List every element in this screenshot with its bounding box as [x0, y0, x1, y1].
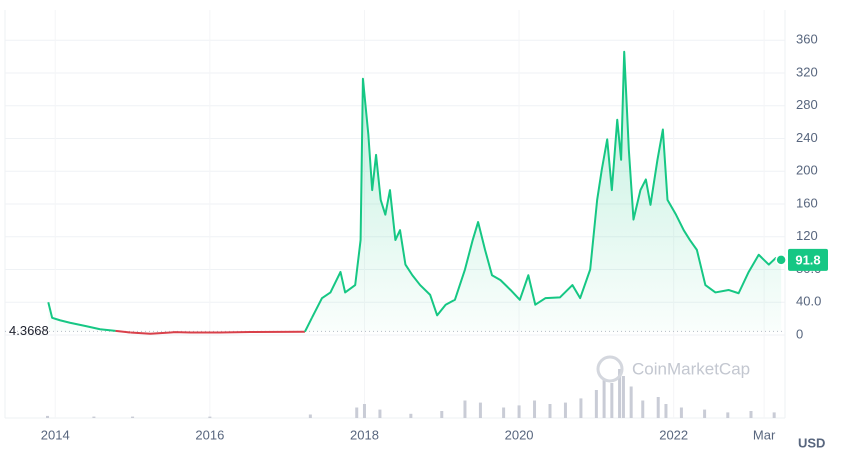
- watermark-text: CoinMarketCap: [632, 359, 750, 378]
- volume-bar: [629, 386, 633, 418]
- volume-bar: [131, 416, 135, 418]
- watermark: CoinMarketCap: [596, 355, 750, 383]
- volume-bar: [641, 400, 645, 418]
- volume-bar: [579, 398, 583, 418]
- x-tick-label: 2014: [41, 427, 70, 442]
- x-tick-label: 2020: [505, 427, 534, 442]
- price-line: [130, 330, 305, 335]
- volume-bar: [378, 409, 382, 418]
- line-connector: [304, 317, 313, 333]
- x-tick-label: 2018: [350, 427, 379, 442]
- volume-bar: [664, 404, 668, 418]
- volume-bar: [308, 414, 312, 418]
- volume-bar: [208, 416, 212, 418]
- volume-bar: [618, 369, 622, 418]
- y-tick-label: 320: [796, 64, 818, 79]
- volume-bar: [772, 412, 776, 418]
- price-line: [311, 50, 782, 319]
- volume-bar: [533, 400, 537, 418]
- area-fill: [48, 51, 782, 334]
- price-tag: [788, 248, 828, 271]
- volume-bar: [517, 405, 521, 418]
- volume-bar: [621, 376, 625, 418]
- x-tick-label: Mar: [753, 427, 776, 442]
- volume-bar: [610, 383, 614, 418]
- baseline-label: 4.3668: [9, 323, 49, 338]
- x-tick-label: 2022: [659, 427, 688, 442]
- y-tick-label: 200: [796, 163, 818, 178]
- y-tick-label: 160: [796, 195, 818, 210]
- volume-bar: [749, 411, 753, 418]
- volume-bar: [679, 407, 683, 418]
- watermark-logo: [596, 355, 624, 383]
- y-tick-label: 120: [796, 228, 818, 243]
- volume-bar: [594, 390, 598, 418]
- price-line: [47, 302, 116, 332]
- volume-bar: [440, 411, 444, 418]
- volume-bar: [362, 404, 366, 418]
- volume-bar: [92, 416, 96, 418]
- y-tick-label: 0: [796, 326, 803, 341]
- currency-label: USD: [798, 435, 825, 450]
- volume-bar: [409, 413, 413, 418]
- volume-bar: [548, 404, 552, 418]
- volume-bar: [355, 407, 359, 418]
- x-tick-label: 2016: [195, 427, 224, 442]
- volume-bar: [703, 409, 707, 418]
- volume-bar: [726, 412, 730, 418]
- volume-bar: [502, 407, 506, 418]
- y-tick-label: 280: [796, 97, 818, 112]
- price-tag-label: 91.8: [795, 252, 820, 267]
- volume-bar: [463, 400, 467, 418]
- y-tick-label: 40.0: [796, 294, 821, 309]
- y-tick-label: 240: [796, 130, 818, 145]
- volume-bar: [602, 379, 606, 418]
- volume-bar: [656, 397, 660, 418]
- volume-bar: [478, 402, 482, 418]
- volume-bar: [563, 402, 567, 418]
- line-connector: [115, 329, 131, 334]
- volume-bar: [46, 415, 50, 418]
- last-point: [775, 254, 787, 266]
- y-tick-label: 360: [796, 32, 818, 47]
